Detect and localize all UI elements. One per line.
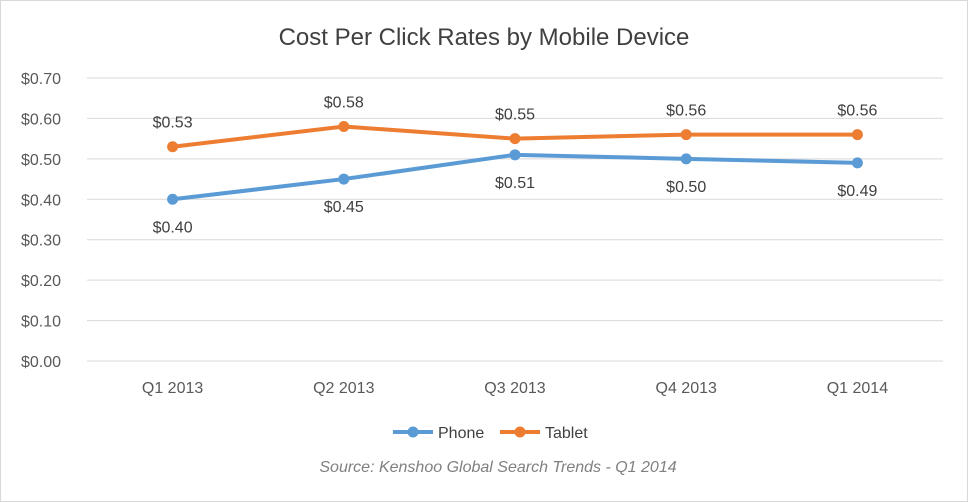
y-tick-label: $0.10 xyxy=(21,314,61,331)
series-layer: $0.40 $0.45 $0.51 $0.50 $0.49 $0.53 $0.58 $0.55… xyxy=(153,95,878,237)
y-tick-label: $0.40 xyxy=(21,192,61,209)
tablet-data-label: $0.53 xyxy=(153,115,193,132)
y-tick-label: $0.20 xyxy=(21,273,61,290)
tablet-data-point xyxy=(167,141,179,153)
phone-data-point xyxy=(680,153,692,165)
chart-title: Cost Per Click Rates by Mobile Device xyxy=(279,24,690,51)
x-tick-label: Q4 2013 xyxy=(656,380,717,397)
tablet-data-point xyxy=(509,133,521,145)
y-tick-label: $0.60 xyxy=(21,111,61,128)
phone-data-label: $0.49 xyxy=(837,183,877,200)
phone-data-point xyxy=(167,193,179,205)
y-tick-label: $0.50 xyxy=(21,152,61,169)
source-note: Source: Kenshoo Global Search Trends - Q… xyxy=(319,459,676,476)
x-axis-ticks: Q1 2013 Q2 2013 Q3 2013 Q4 2013 Q1 2014 xyxy=(142,380,888,397)
tablet-data-label: $0.55 xyxy=(495,107,535,124)
phone-data-point xyxy=(851,157,863,169)
phone-data-label: $0.40 xyxy=(153,219,193,236)
y-axis-ticks: $0.00 $0.10 $0.20 $0.30 $0.40 $0.50 $0.60 $0.70 xyxy=(21,71,61,371)
x-tick-label: Q2 2013 xyxy=(313,380,374,397)
tablet-data-point xyxy=(680,129,692,141)
tablet-data-label: $0.56 xyxy=(837,103,877,120)
tablet-data-point xyxy=(338,121,350,133)
y-tick-label: $0.00 xyxy=(21,354,61,371)
y-tick-label: $0.70 xyxy=(21,71,61,88)
x-tick-label: Q1 2013 xyxy=(142,380,203,397)
phone-data-label: $0.50 xyxy=(666,179,706,196)
tablet-legend-label: Tablet xyxy=(545,425,588,442)
y-tick-label: $0.30 xyxy=(21,233,61,250)
tablet-data-label: $0.58 xyxy=(324,95,364,112)
phone-data-point xyxy=(509,149,521,161)
phone-data-point xyxy=(338,173,350,185)
phone-data-label: $0.45 xyxy=(324,199,364,216)
legend: Phone Tablet xyxy=(393,425,588,442)
x-tick-label: Q3 2013 xyxy=(484,380,545,397)
x-tick-label: Q1 2014 xyxy=(827,380,888,397)
phone-legend-label: Phone xyxy=(438,425,484,442)
phone-data-label: $0.51 xyxy=(495,175,535,192)
phone-legend-marker xyxy=(407,426,419,438)
tablet-legend-marker xyxy=(514,426,526,438)
tablet-data-point xyxy=(851,129,863,141)
tablet-data-label: $0.56 xyxy=(666,103,706,120)
